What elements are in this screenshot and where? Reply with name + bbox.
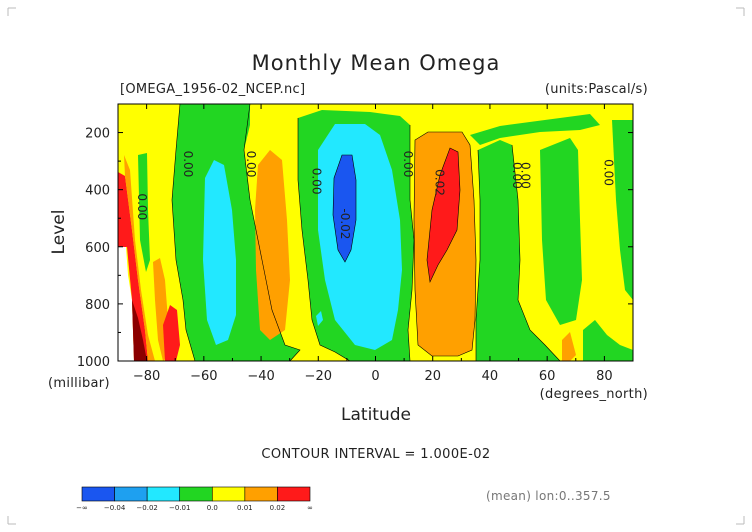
y-axis-unit: (millibar) <box>48 376 110 391</box>
contour-label: 0.00 <box>135 193 149 220</box>
colorbar-label: −0.02 <box>136 504 157 512</box>
x-tick-label: 80 <box>596 369 613 384</box>
field-green-east <box>476 140 560 361</box>
file-label: [OMEGA_1956-02_NCEP.nc] <box>120 82 305 97</box>
x-axis-unit: (degrees_north) <box>540 387 648 402</box>
units-label: (units:Pascal/s) <box>545 82 648 97</box>
field-cyan-west <box>203 160 236 345</box>
colorbar-swatch <box>114 486 148 502</box>
chart-title: Monthly Mean Omega <box>252 51 501 75</box>
contour-field <box>118 104 633 361</box>
contour-label: 0.00 <box>181 151 195 178</box>
y-tick-label: 200 <box>85 127 110 142</box>
y-axis-ticks: 200 400 600 800 1000 <box>77 103 633 370</box>
colorbar-label: 0.02 <box>270 504 286 512</box>
field-missing-white <box>118 247 134 361</box>
field-cyan-dot <box>316 311 323 326</box>
y-axis-label: Level <box>49 210 69 255</box>
field-red-left <box>118 172 148 361</box>
x-tick-label: 0 <box>371 369 379 384</box>
colorbar-label: −0.01 <box>169 504 190 512</box>
contour-interval-note: CONTOUR INTERVAL = 1.000E-02 <box>261 447 490 462</box>
x-tick-label: 40 <box>482 369 499 384</box>
field-green-east3 <box>583 320 633 361</box>
x-tick-label: 20 <box>424 369 441 384</box>
field-blue-center <box>333 155 356 262</box>
colorbar-swatch <box>146 486 181 502</box>
y-tick-label: 400 <box>85 184 110 199</box>
y-tick-label: 800 <box>85 298 110 313</box>
colorbar-label: 0.0 <box>207 504 218 512</box>
field-orange-left1 <box>124 155 155 361</box>
contour-label: 0.00 <box>510 162 524 189</box>
colorbar-swatch <box>244 486 278 502</box>
contour-label: 0.02 <box>433 169 447 196</box>
colorbar-swatch <box>179 486 213 502</box>
contour-labels: 0.000.00 0.000.00-0.020.000.02 0.000.00 0.0… <box>135 151 615 240</box>
field-orange-west <box>255 150 290 340</box>
colorbar-label: ∞ <box>307 504 313 512</box>
field-green-east4 <box>612 120 633 300</box>
field-green-top <box>470 114 600 145</box>
x-axis-label: Latitude <box>341 405 411 425</box>
contour-label: 0.00 <box>518 162 532 189</box>
field-green-left <box>138 153 150 272</box>
field-darkred-left <box>132 300 147 361</box>
x-tick-label: −40 <box>247 369 274 384</box>
colorbar-swatch <box>81 486 115 502</box>
colorbar-label: −∞ <box>76 504 88 512</box>
colorbar-swatch <box>277 486 311 502</box>
x-tick-label: 60 <box>539 369 556 384</box>
contour-label: 0.00 <box>401 151 415 178</box>
colorbar: −∞ −0.04 −0.02 −0.01 0.0 0.01 0.02 ∞ <box>76 486 313 512</box>
contour-label: -0.02 <box>338 208 352 239</box>
x-tick-label: −20 <box>305 369 332 384</box>
x-tick-label: −60 <box>190 369 217 384</box>
footer-note: (mean) lon:0..357.5 <box>486 489 611 503</box>
y-tick-label: 600 <box>85 241 110 256</box>
field-green-east2 <box>540 138 582 325</box>
contour-label: 0.00 <box>601 159 615 186</box>
colorbar-swatch <box>211 486 246 502</box>
colorbar-label: −0.04 <box>104 504 126 512</box>
x-tick-label: −80 <box>133 369 160 384</box>
field-red-east <box>427 148 460 282</box>
y-tick-label: 1000 <box>77 355 110 370</box>
field-red-left2 <box>163 305 180 361</box>
contour-label: 0.00 <box>244 151 258 178</box>
field-orange-east-small <box>562 332 576 361</box>
contour-lines <box>171 104 561 361</box>
x-axis-ticks: −80 −60 −40 −20 0 20 40 60 80 <box>117 104 634 384</box>
crop-marks <box>7 7 745 525</box>
contour-label: 0.00 <box>310 168 324 195</box>
colorbar-label: 0.01 <box>237 504 253 512</box>
